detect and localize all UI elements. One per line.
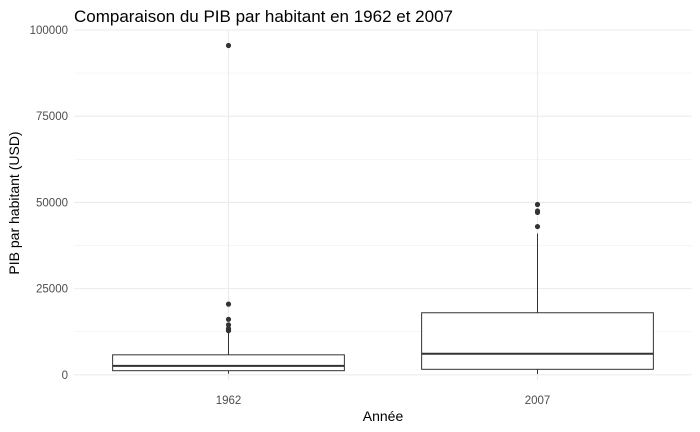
chart-title: Comparaison du PIB par habitant en 1962 … — [74, 7, 453, 26]
outlier-point — [534, 201, 541, 208]
outlier-point — [534, 208, 541, 214]
outlier-point — [225, 322, 232, 328]
outlier-point — [225, 316, 232, 322]
y-tick-label: 25000 — [36, 284, 68, 296]
y-axis-title: PIB par habitant (USD) — [6, 131, 22, 274]
x-tick-label: 2007 — [525, 395, 551, 407]
y-axis-tick-labels: 0 25000 50000 75000 100000 — [30, 25, 68, 382]
x-axis-title: Année — [363, 408, 404, 424]
y-tick-label: 50000 — [36, 197, 68, 209]
outlier-point — [225, 42, 232, 49]
x-axis-tick-labels: 1962 2007 — [216, 395, 551, 407]
box-2007 — [421, 201, 654, 374]
box-1962 — [112, 42, 345, 374]
outlier-point — [534, 223, 541, 230]
y-tick-label: 100000 — [30, 25, 68, 37]
y-tick-label: 75000 — [36, 111, 68, 123]
outlier-point — [225, 301, 232, 307]
interquartile-box — [421, 312, 654, 370]
box-layer — [112, 42, 654, 374]
x-tick-label: 1962 — [216, 395, 242, 407]
y-tick-label: 0 — [62, 370, 68, 382]
outlier-point — [225, 326, 232, 332]
interquartile-box — [112, 354, 345, 372]
